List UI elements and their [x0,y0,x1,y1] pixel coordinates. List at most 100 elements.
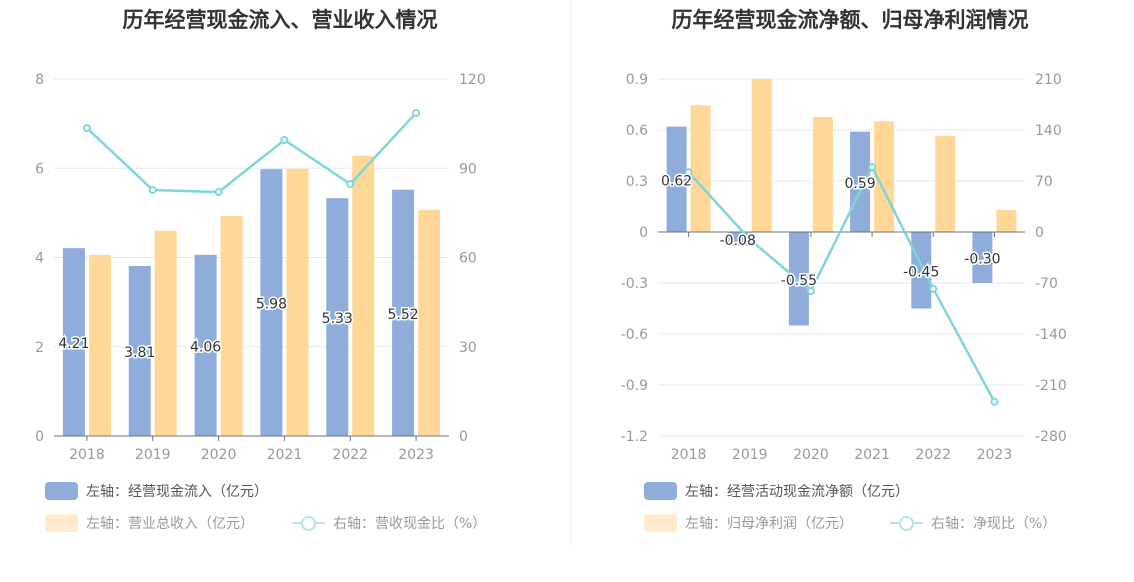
right-axis-tick: 120 [459,72,486,88]
bar-secondary [874,121,895,232]
bar-primary [62,248,85,436]
left-axis-tick: 0 [35,429,44,445]
x-axis-label: 2020 [793,447,829,463]
right-axis-tick: -280 [1035,429,1067,445]
legend-line-marker-icon [292,514,325,532]
bar-data-label: -0.30 [964,252,1000,268]
bar-primary [260,169,283,436]
bar-data-label: 0.62 [661,173,692,189]
bar-primary [128,265,151,436]
left-axis-tick: 0.3 [626,174,648,190]
left-axis-tick: 8 [35,72,44,88]
bar-secondary [286,168,309,437]
bar-primary [392,189,415,436]
line-point [148,185,157,194]
line-point [280,135,289,144]
line-point [684,168,693,177]
legend-label: 左轴：营业总收入（亿元） [86,516,254,532]
left-axis-tick: 2 [35,340,44,356]
left-axis-tick: -0.9 [621,378,648,394]
bar-secondary [812,116,833,232]
x-axis-label: 2021 [854,447,890,463]
bar-secondary [88,254,111,436]
x-axis-label: 2022 [332,447,368,463]
x-axis-label: 2023 [977,447,1013,463]
bar-data-label: -0.55 [781,273,817,289]
right-axis-tick: 210 [1035,72,1062,88]
bar-data-label: 5.52 [387,307,418,323]
bar-secondary [220,215,243,436]
bar-data-label: 4.06 [190,339,221,355]
line-point [929,284,938,293]
left-axis-tick: 0.6 [626,123,648,139]
left-axis-tick: -1.2 [621,429,648,445]
legend-item-net-profit[interactable]: 左轴：归母净利润（亿元） [644,513,853,533]
right-axis-tick: -140 [1035,327,1067,343]
legend-item-revenue[interactable]: 左轴：营业总收入（亿元） [45,513,254,533]
bar-secondary [418,209,441,436]
legend-label: 右轴：营收现金比（%） [333,516,487,532]
chart1-title: 历年经营现金流入、营业收入情况 [122,8,438,32]
x-axis-label: 2019 [732,447,768,463]
x-axis-label: 2020 [201,447,237,463]
legend-line-marker-icon [890,514,923,532]
left-axis-tick: 0 [639,225,648,241]
bar-secondary [154,230,177,436]
line-point [806,287,815,296]
x-axis-label: 2019 [135,447,171,463]
legend-swatch-orange [644,514,677,532]
bar-data-label: 5.98 [256,297,287,313]
legend-item-cash-ratio[interactable]: 右轴：营收现金比（%） [292,513,486,533]
line-point [745,235,754,244]
legend-label: 左轴：经营活动现金流净额（亿元） [685,484,909,500]
bar-primary [788,232,809,326]
legend-swatch-orange [45,514,78,532]
chart2-title: 历年经营现金流净额、归母净利润情况 [671,8,1029,32]
line-point [868,163,877,172]
legend-item-net-cash-flow[interactable]: 左轴：经营活动现金流净额（亿元） [644,481,909,501]
bar-primary [911,232,932,309]
bar-primary [972,232,993,283]
right-axis-tick: 60 [459,251,477,267]
line-point [990,397,999,406]
bar-primary [194,254,217,436]
bar-primary [850,131,871,232]
legend-swatch-blue [644,482,677,500]
line-point [82,124,91,133]
bar-secondary [751,79,772,232]
legend-label: 左轴：归母净利润（亿元） [685,516,853,532]
x-axis-label: 2023 [398,447,434,463]
right-axis-tick: 70 [1035,174,1053,190]
left-axis-tick: -0.6 [621,327,648,343]
legend-label: 右轴：净现比（%） [931,516,1057,532]
left-axis-tick: -0.3 [621,276,648,292]
bar-data-label: 3.81 [124,345,155,361]
line-point [214,188,223,197]
divider [570,0,571,545]
bar-data-label: -0.08 [720,233,756,249]
bar-secondary [996,210,1017,232]
left-axis-tick: 4 [35,251,44,267]
line-point [412,108,421,117]
bar-secondary [935,135,956,232]
line-series [86,112,418,194]
x-axis-label: 2021 [267,447,303,463]
x-axis-label: 2018 [69,447,105,463]
line-series [687,164,996,403]
x-axis-label: 2022 [915,447,951,463]
bar-primary [727,232,748,246]
right-axis-tick: 0 [459,429,468,445]
bar-secondary [352,155,375,436]
bar-primary [666,126,687,232]
legend-swatch-blue [45,482,78,500]
bar-primary [326,198,349,436]
right-axis-tick: 140 [1035,123,1062,139]
right-axis-tick: -210 [1035,378,1067,394]
right-axis-tick: 0 [1035,225,1044,241]
bar-data-label: 0.59 [844,176,875,192]
legend-item-cash-inflow[interactable]: 左轴：经营现金流入（亿元） [45,481,268,501]
right-axis-tick: -70 [1035,276,1058,292]
line-point [346,180,355,189]
legend-item-net-cash-ratio[interactable]: 右轴：净现比（%） [890,513,1056,533]
